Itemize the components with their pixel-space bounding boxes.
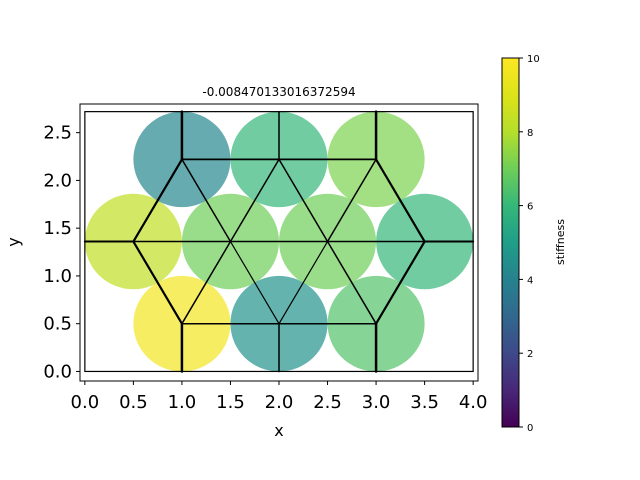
colorbar-tick-label: 10 [527, 54, 540, 65]
colorbar-tick-label: 8 [527, 128, 533, 139]
boundary-box [84, 111, 474, 373]
spring-segment-13 [374, 158, 426, 243]
y-tick-label: 0.5 [43, 314, 72, 335]
colorbar-ticks: 0 2 4 6 8 10 [519, 54, 540, 434]
colorbar-tick-label: 4 [527, 275, 533, 286]
y-tick-label: 2.0 [43, 170, 72, 191]
spring-segment-18 [326, 240, 377, 325]
colorbar: 0 2 4 6 8 10 stiffness [501, 54, 567, 434]
spring-segment-16 [229, 240, 280, 325]
y-tick-label: 1.0 [43, 266, 72, 287]
spring-segment-19 [374, 240, 426, 325]
y-axis-ticks: 0.0 0.5 1.0 1.5 2.0 2.5 [43, 123, 80, 382]
spring-segment-10 [229, 158, 280, 243]
x-tick-label: 3.5 [410, 392, 439, 413]
plot-area [79, 103, 479, 382]
x-tick-label: 3.0 [362, 392, 391, 413]
x-tick-label: 0.5 [119, 392, 148, 413]
x-tick-label: 1.0 [168, 392, 197, 413]
y-tick-label: 2.5 [43, 123, 72, 144]
x-tick-label: 4.0 [459, 392, 488, 413]
chart-title: -0.008470133016372594 [202, 85, 355, 99]
y-axis-label: y [4, 237, 23, 246]
spring-segment-9 [181, 158, 232, 243]
colorbar-gradient [501, 57, 520, 428]
x-tick-label: 2.5 [313, 392, 342, 413]
y-tick-label: 0.0 [43, 361, 72, 382]
colorbar-tick-label: 0 [527, 423, 533, 434]
colorbar-label: stiffness [554, 219, 567, 265]
x-tick-label: 2.0 [265, 392, 294, 413]
colorbar-tick-label: 2 [527, 349, 533, 360]
spring-segment-14 [132, 240, 184, 325]
x-tick-label: 1.5 [216, 392, 245, 413]
spring-segment-11 [278, 158, 329, 243]
spring-segment-17 [278, 240, 329, 325]
spring-segment-12 [326, 158, 377, 243]
spring-segment-15 [181, 240, 232, 325]
x-tick-label: 0.0 [71, 392, 100, 413]
segments-layer [83, 110, 475, 373]
y-tick-label: 1.5 [43, 218, 72, 239]
x-axis-ticks: 0.0 0.5 1.0 1.5 2.0 2.5 3.0 3.5 4.0 [71, 381, 488, 413]
spring-segment-8 [132, 158, 184, 243]
x-axis-label: x [274, 421, 283, 440]
colorbar-tick-label: 6 [527, 202, 533, 213]
